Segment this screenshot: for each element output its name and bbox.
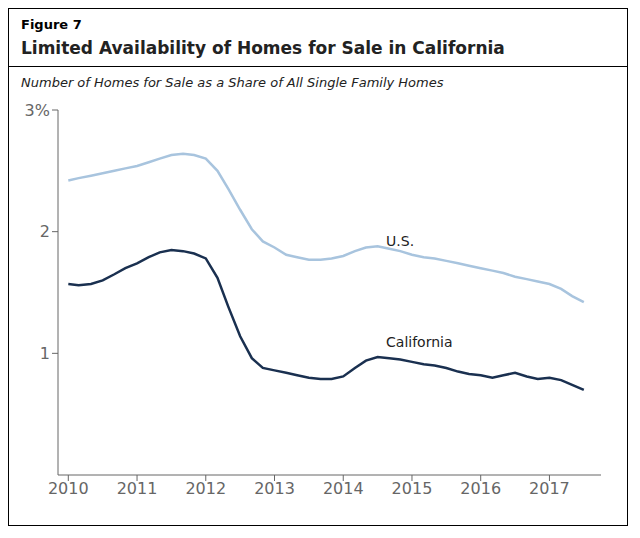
svg-text:2011: 2011: [117, 479, 158, 498]
html-text:Number of Homes for Sale as a: Number of Homes for Sale as a Share of A…: [21, 75, 444, 90]
svg-text:2012: 2012: [185, 479, 226, 498]
svg-text:California: California: [386, 334, 452, 350]
svg-text:2013: 2013: [254, 479, 295, 498]
svg-text:2: 2: [40, 222, 50, 241]
html-text:Figure 7: Figure 7: [21, 17, 82, 32]
html-text:Limited Availability of Homes: Limited Availability of Homes for Sale i…: [21, 38, 505, 58]
svg-text:2016: 2016: [460, 479, 501, 498]
svg-text:2017: 2017: [529, 479, 570, 498]
svg-text:3%: 3%: [25, 101, 50, 120]
svg-text:1: 1: [40, 344, 50, 363]
svg-text:2015: 2015: [392, 479, 433, 498]
svg-text:2014: 2014: [323, 479, 364, 498]
svg-text:U.S.: U.S.: [386, 233, 414, 249]
svg-text:2010: 2010: [48, 479, 89, 498]
